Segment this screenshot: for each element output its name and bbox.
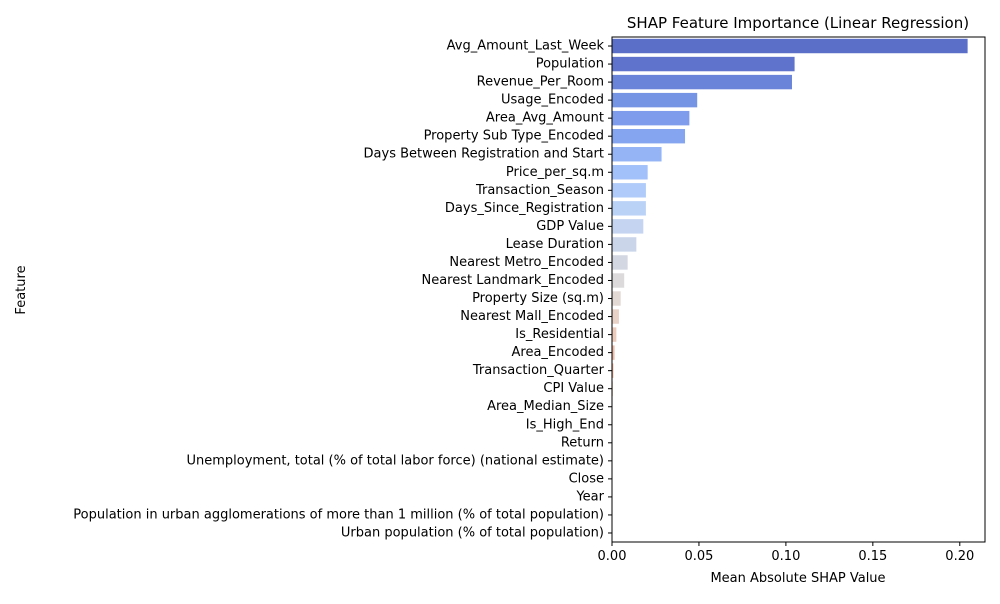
bar (612, 219, 643, 233)
y-tick-label: Nearest Mall_Encoded (460, 309, 604, 324)
bar (612, 291, 621, 305)
y-tick-label: Price_per_sq.m (506, 165, 604, 180)
bar (612, 273, 624, 287)
y-tick-label: Nearest Landmark_Encoded (421, 273, 604, 288)
y-tick-labels: Avg_Amount_Last_Week Population Revenue_Pe… (73, 39, 612, 541)
y-tick-label: Nearest Metro_Encoded (449, 255, 604, 270)
bar (612, 129, 685, 143)
bar (612, 111, 689, 125)
y-tick-label: Avg_Amount_Last_Week (447, 39, 605, 54)
bar (612, 93, 697, 107)
bar (612, 147, 662, 161)
bars-layer (612, 39, 968, 540)
y-tick-label: Area_Encoded (512, 345, 604, 360)
bar (612, 237, 636, 251)
y-tick-label: Population in urban agglomerations of mo… (73, 507, 604, 522)
x-tick-label: 0.05 (684, 549, 713, 564)
y-tick-label: Return (561, 435, 604, 450)
y-tick-label: Area_Avg_Amount (486, 111, 604, 126)
y-tick-label: Days Between Registration and Start (364, 147, 604, 162)
y-tick-label: Area_Median_Size (487, 399, 604, 414)
y-tick-label: Lease Duration (506, 237, 604, 252)
bar (612, 165, 648, 179)
y-tick-label: Revenue_Per_Room (477, 75, 604, 90)
bar (612, 201, 646, 215)
bar (612, 57, 795, 71)
bar (612, 327, 616, 341)
bar (612, 75, 792, 89)
y-tick-label: Population (536, 57, 604, 72)
y-tick-label: Is_Residential (515, 327, 604, 342)
x-tick-label: 0.15 (858, 549, 887, 564)
x-tick-label: 0.10 (771, 549, 800, 564)
x-tick-label: 0.20 (945, 549, 974, 564)
y-tick-label: Close (569, 471, 604, 486)
bar (612, 309, 619, 323)
x-axis-ticks: 0.00 0.05 0.10 0.15 0.20 (598, 542, 975, 564)
x-tick-label: 0.00 (598, 549, 627, 564)
y-tick-label: Usage_Encoded (501, 93, 604, 108)
y-tick-label: Days_Since_Registration (445, 201, 604, 216)
y-tick-label: Unemployment, total (% of total labor fo… (187, 453, 605, 468)
y-tick-label: Urban population (% of total population) (341, 525, 604, 540)
y-tick-label: Transaction_Quarter (472, 363, 605, 378)
bar (612, 255, 628, 269)
chart-title: SHAP Feature Importance (Linear Regressi… (627, 14, 969, 32)
y-tick-label: GDP Value (536, 219, 604, 234)
y-tick-label: CPI Value (543, 381, 604, 396)
y-tick-label: Year (575, 489, 604, 504)
y-axis-label: Feature (14, 265, 29, 314)
bar (612, 39, 968, 53)
y-tick-label: Transaction_Season (475, 183, 604, 198)
bar (612, 183, 646, 197)
y-tick-label: Is_High_End (526, 417, 604, 432)
y-tick-label: Property Size (sq.m) (472, 291, 604, 306)
y-tick-label: Property Sub Type_Encoded (424, 129, 604, 144)
x-axis-label: Mean Absolute SHAP Value (710, 571, 885, 586)
